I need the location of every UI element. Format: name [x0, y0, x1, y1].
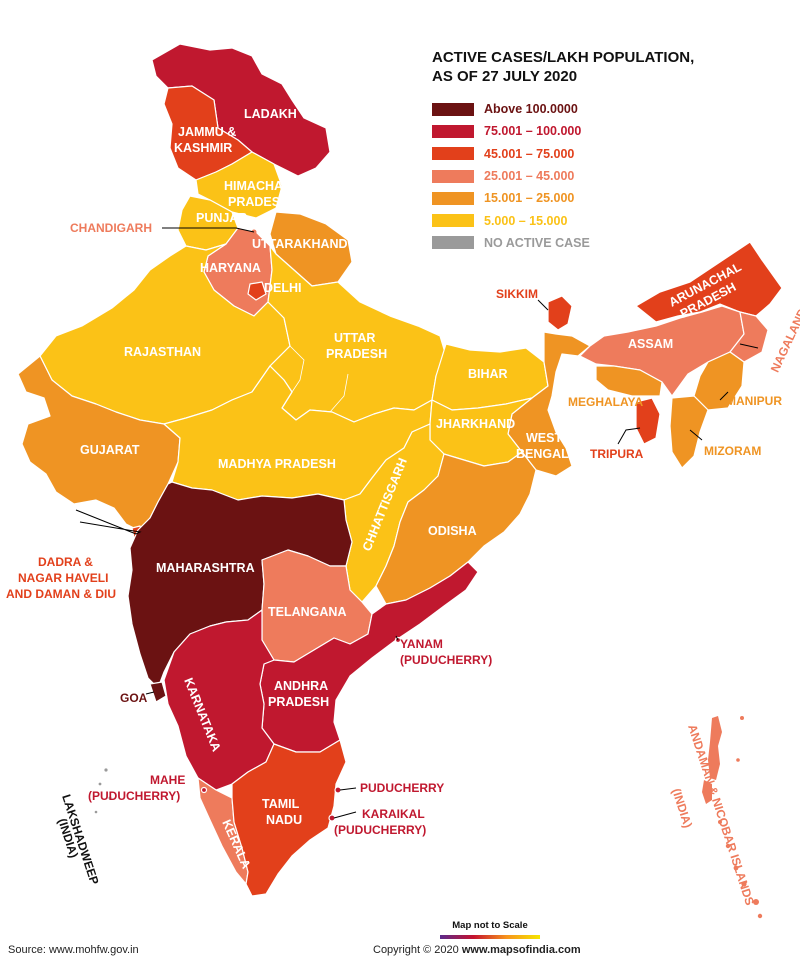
label-maharashtra: MAHARASHTRA [156, 561, 255, 575]
legend-title-line2: AS OF 27 JULY 2020 [432, 68, 578, 85]
label-mahe-2: (PUDUCHERRY) [88, 789, 180, 803]
label-karaikal-2: (PUDUCHERRY) [334, 823, 426, 837]
label-madhya-pradesh: MADHYA PRADESH [218, 457, 336, 471]
scale-note: Map not to Scale [452, 920, 528, 931]
region-lakshadweep[interactable] [94, 768, 112, 814]
legend: ACTIVE CASES/LAKH POPULATION, AS OF 27 J… [432, 48, 694, 254]
legend-item: 75.001 – 100.000 [432, 120, 694, 142]
source-note: Source: www.mohfw.gov.in [8, 944, 139, 956]
label-dadra-1: DADRA & [38, 555, 93, 569]
legend-label: NO ACTIVE CASE [484, 235, 590, 250]
region-nagaland[interactable] [729, 311, 769, 363]
region-mahe[interactable] [200, 786, 208, 794]
label-himachal-2: PRADESH [228, 195, 289, 209]
region-tripura[interactable] [635, 397, 661, 445]
legend-label: 15.001 – 25.000 [484, 191, 575, 206]
legend-swatch [432, 191, 474, 205]
label-wb-1: WEST [526, 431, 562, 445]
label-andhra-1: ANDHRA [274, 679, 328, 693]
label-jk-1: JAMMU & [178, 125, 236, 139]
legend-swatch [432, 147, 474, 161]
legend-swatch [432, 169, 474, 183]
legend-item: 25.001 – 45.000 [432, 165, 694, 187]
label-manipur: MANIPUR [726, 394, 782, 408]
label-wb-2: BENGAL [516, 447, 569, 461]
legend-label: 25.001 – 45.000 [484, 169, 575, 184]
label-haryana: HARYANA [200, 261, 261, 275]
label-up-1: UTTAR [334, 331, 375, 345]
label-up-2: PRADESH [326, 347, 387, 361]
label-himachal-1: HIMACHAL [224, 179, 291, 193]
label-odisha: ODISHA [428, 524, 477, 538]
label-andaman-2: (INDIA) [669, 787, 695, 830]
legend-title: ACTIVE CASES/LAKH POPULATION, AS OF 27 J… [432, 48, 694, 86]
region-mizoram[interactable] [669, 395, 709, 469]
region-gujarat[interactable] [17, 355, 181, 531]
label-mahe-1: MAHE [150, 773, 185, 787]
region-andaman[interactable] [702, 716, 763, 919]
label-ladakh: LADAKH [244, 107, 297, 121]
label-tn-1: TAMIL [262, 797, 300, 811]
label-meghalaya: MEGHALAYA [568, 395, 643, 409]
label-andhra-2: PRADESH [268, 695, 329, 709]
label-goa: GOA [120, 691, 148, 705]
legend-label: 75.001 – 100.000 [484, 124, 582, 139]
legend-item: Above 100.0000 [432, 98, 694, 120]
region-tamil-nadu[interactable] [231, 739, 347, 897]
region-sikkim[interactable] [547, 295, 573, 331]
label-jharkhand: JHARKHAND [436, 417, 515, 431]
label-telangana: TELANGANA [268, 605, 346, 619]
label-assam: ASSAM [628, 337, 673, 351]
region-goa[interactable] [149, 681, 167, 703]
legend-swatch [432, 124, 474, 138]
legend-item: NO ACTIVE CASE [432, 232, 694, 254]
label-chandigarh: CHANDIGARH [70, 221, 152, 235]
legend-rows: Above 100.0000 75.001 – 100.000 45.001 – 7… [432, 98, 694, 254]
label-gujarat: GUJARAT [80, 443, 140, 457]
label-yanam-2: (PUDUCHERRY) [400, 653, 492, 667]
copyright-site: www.mapsofindia.com [461, 944, 581, 956]
region-karnataka[interactable] [163, 609, 275, 791]
label-yanam-1: YANAM [400, 637, 443, 651]
label-nagaland: NAGALAND [768, 306, 800, 374]
legend-label: 5.000 – 15.000 [484, 213, 568, 228]
label-punjab: PUNJAB [196, 211, 247, 225]
label-puducherry: PUDUCHERRY [360, 781, 444, 795]
legend-label: Above 100.0000 [484, 102, 578, 117]
legend-swatch [432, 214, 474, 228]
label-andaman-1: ANDAMAN & NICOBAR ISLANDS [685, 723, 757, 907]
legend-label: 45.001 – 75.000 [484, 146, 575, 161]
label-sikkim: SIKKIM [496, 287, 538, 301]
region-delhi[interactable] [247, 281, 267, 301]
legend-item: 15.001 – 25.000 [432, 187, 694, 209]
legend-swatch [432, 236, 474, 250]
label-tripura: TRIPURA [590, 447, 644, 461]
scale-bar [440, 935, 540, 939]
label-dadra-3: AND DAMAN & DIU [6, 587, 116, 601]
copyright-prefix: Copyright © 2020 [373, 944, 462, 956]
legend-title-line1: ACTIVE CASES/LAKH POPULATION, [432, 49, 695, 66]
legend-swatch [432, 102, 474, 116]
label-karaikal-1: KARAIKAL [362, 807, 425, 821]
label-mizoram: MIZORAM [704, 444, 761, 458]
label-dadra-2: NAGAR HAVELI [18, 571, 108, 585]
region-arunachal[interactable] [635, 241, 783, 323]
label-jk-2: KASHMIR [174, 141, 232, 155]
legend-item: 5.000 – 15.000 [432, 209, 694, 231]
region-meghalaya[interactable] [595, 365, 663, 397]
label-delhi: DELHI [264, 281, 302, 295]
legend-item: 45.001 – 75.000 [432, 143, 694, 165]
label-uttarakhand: UTTARAKHAND [252, 237, 348, 251]
label-bihar: BIHAR [468, 367, 508, 381]
label-rajasthan: RAJASTHAN [124, 345, 201, 359]
copyright-note: Copyright © 2020 www.mapsofindia.com [373, 944, 581, 956]
label-tn-2: NADU [266, 813, 302, 827]
